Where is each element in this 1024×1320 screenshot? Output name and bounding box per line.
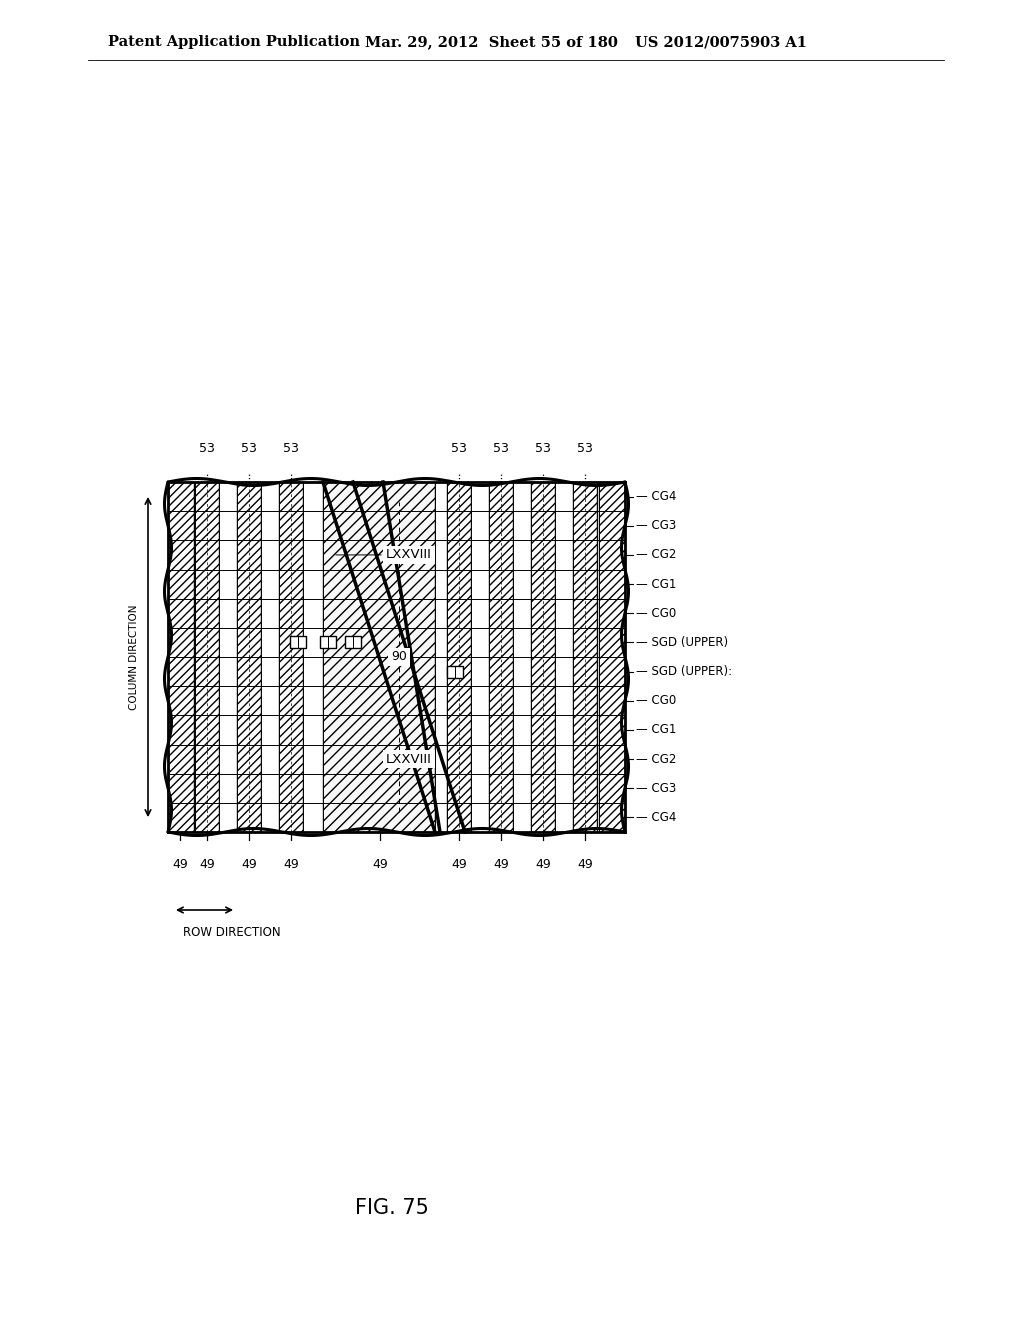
Text: 90: 90 [391, 651, 407, 664]
Text: Patent Application Publication: Patent Application Publication [108, 36, 360, 49]
Text: — CG1: — CG1 [636, 578, 677, 590]
Text: LXXVIII: LXXVIII [386, 752, 432, 766]
Text: 49: 49 [172, 858, 187, 871]
Text: 49: 49 [452, 858, 467, 871]
Text: 53: 53 [451, 442, 467, 455]
Text: — CG3: — CG3 [636, 781, 676, 795]
Text: ROW DIRECTION: ROW DIRECTION [183, 925, 281, 939]
Text: 53: 53 [283, 442, 299, 455]
Bar [599, 482, 625, 832]
Text: 53: 53 [536, 442, 551, 455]
Text: 53: 53 [241, 442, 257, 455]
Bar [237, 482, 261, 832]
Text: 49: 49 [241, 858, 257, 871]
Text: — SGD (UPPER):: — SGD (UPPER): [636, 665, 732, 678]
Bar [345, 636, 361, 648]
Text: 53: 53 [199, 442, 215, 455]
Text: 49: 49 [578, 858, 593, 871]
Text: 53: 53 [578, 442, 593, 455]
Text: — CG3: — CG3 [636, 519, 676, 532]
Text: 49: 49 [536, 858, 551, 871]
Bar [319, 636, 336, 648]
Text: — CG4: — CG4 [636, 810, 677, 824]
Text: 49: 49 [494, 858, 509, 871]
Bar [489, 482, 513, 832]
Text: LXXVIII: LXXVIII [386, 548, 432, 561]
Text: — CG2: — CG2 [636, 548, 677, 561]
Text: — CG2: — CG2 [636, 752, 677, 766]
Text: — SGD (UPPER): — SGD (UPPER) [636, 636, 728, 649]
Text: — CG0: — CG0 [636, 694, 676, 708]
Bar [168, 482, 625, 832]
Text: — CG0: — CG0 [636, 607, 676, 620]
Text: 49: 49 [283, 858, 299, 871]
Bar [573, 482, 597, 832]
Text: 53: 53 [494, 442, 509, 455]
Text: 49: 49 [199, 858, 215, 871]
Text: — CG1: — CG1 [636, 723, 677, 737]
Bar [290, 636, 306, 648]
Bar [447, 665, 463, 677]
Text: 49: 49 [372, 858, 388, 871]
Bar [279, 482, 303, 832]
Bar [195, 482, 219, 832]
Text: Mar. 29, 2012  Sheet 55 of 180: Mar. 29, 2012 Sheet 55 of 180 [365, 36, 617, 49]
Text: COLUMN DIRECTION: COLUMN DIRECTION [129, 605, 139, 710]
Bar [447, 482, 471, 832]
Bar [323, 482, 435, 832]
Text: US 2012/0075903 A1: US 2012/0075903 A1 [635, 36, 807, 49]
Bar [168, 482, 194, 832]
Text: FIG. 75: FIG. 75 [355, 1199, 429, 1218]
Bar [531, 482, 555, 832]
Text: — CG4: — CG4 [636, 490, 677, 503]
